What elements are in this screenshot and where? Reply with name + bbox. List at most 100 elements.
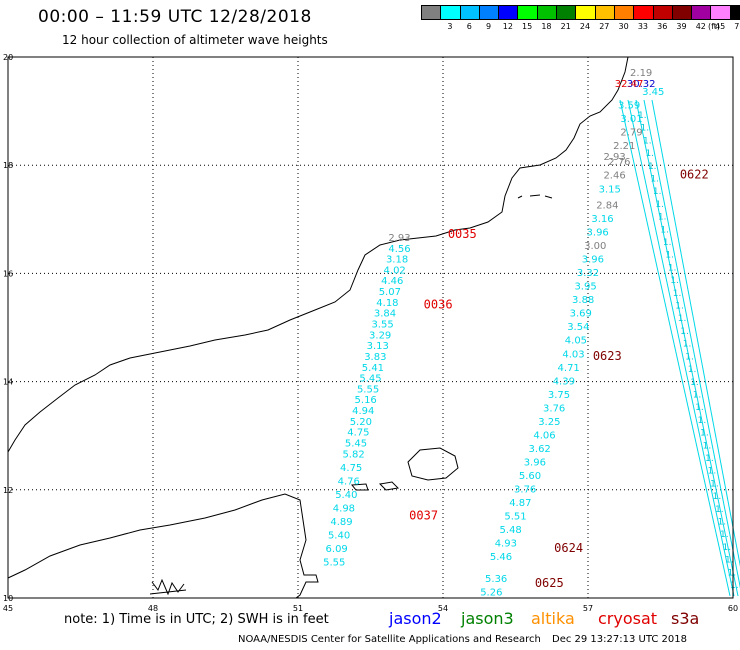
scale-label: 39 (676, 22, 687, 31)
pass-time-label: 0624 (554, 541, 583, 555)
coastline (7, 56, 629, 599)
swh-value: 3.96 (582, 255, 604, 266)
swath-marker: 1. (690, 378, 699, 388)
swh-value: 4.94 (352, 406, 374, 417)
pass-time-label: 0037 (409, 509, 438, 523)
scale-label: 12 (502, 22, 513, 31)
scale-cell: 42 (691, 5, 711, 31)
scale-label: 15 (522, 22, 533, 31)
swh-value: 4.03 (562, 349, 584, 360)
swath-marker: 1. (710, 479, 719, 489)
scale-swatch (498, 5, 518, 20)
swh-value: 3.13 (367, 341, 389, 352)
swath-track (619, 99, 731, 597)
scale-cell: 36 (652, 5, 672, 31)
swath-marker: 1. (703, 441, 712, 451)
swath-track (635, 99, 739, 597)
swh-value: 5.40 (328, 530, 350, 541)
scale-label: 27 (599, 22, 610, 31)
swh-value: 3.69 (570, 309, 592, 320)
kuria-muria-islands (517, 194, 553, 199)
color-scale-unit: (ft) (708, 22, 721, 31)
swath-track (627, 99, 735, 597)
swath-marker: 1. (650, 175, 659, 185)
scale-cell: 45 (710, 5, 730, 31)
swath-marker: 1. (715, 505, 724, 515)
scale-swatch (478, 5, 499, 20)
border-marks (149, 578, 187, 596)
swh-value: 4.75 (347, 428, 369, 439)
map-grid (8, 57, 733, 598)
scale-cell: 12 (498, 5, 518, 31)
map-frame (7, 56, 734, 599)
swh-value: 5.41 (362, 363, 384, 374)
swh-value: 5.55 (323, 558, 345, 569)
swh-value: 4.98 (333, 503, 355, 514)
swh-value: 3.59 (618, 100, 640, 111)
swh-value: 2.93 (388, 233, 410, 244)
swath-marker: 1. (675, 302, 684, 312)
swh-value: 3.84 (374, 309, 396, 320)
map-title: 00:00 – 11:59 UTC 12/28/2018 (38, 7, 312, 27)
swath-marker: 1. (660, 225, 669, 235)
scale-label: 70 (734, 22, 740, 31)
scale-cell: 6 (459, 5, 479, 31)
lon-tick-label: 51 (293, 604, 303, 613)
swh-value: 2.84 (596, 200, 618, 211)
scale-label: 45 (715, 22, 726, 31)
swath-track (651, 99, 740, 568)
swh-value: 3.45 (642, 87, 664, 98)
swath-marker: 1. (665, 251, 674, 261)
scale-swatch (594, 5, 614, 20)
scale-swatch (613, 5, 634, 20)
swh-value: 30.32 (627, 79, 656, 90)
scale-swatch (575, 5, 595, 20)
swh-value: 3.88 (572, 295, 594, 306)
swh-value: 3.01 (620, 114, 642, 125)
pass-time-label: 0623 (593, 349, 622, 363)
swath-marker: 1. (663, 238, 672, 248)
swath-marker: 1. (718, 517, 727, 527)
island-coastline (378, 481, 400, 491)
swh-value: 3.54 (567, 322, 589, 333)
swh-value: 5.26 (480, 587, 502, 598)
scale-cell (421, 5, 441, 31)
swh-value: 5.48 (500, 525, 522, 536)
swh-value: 2.21 (613, 141, 635, 152)
scale-label: 6 (466, 22, 472, 31)
lon-tick-label: 57 (583, 604, 593, 613)
swath-marker: 1. (640, 124, 649, 134)
swath-marker: 1. (693, 390, 702, 400)
scale-swatch (556, 5, 576, 20)
swath-marker: 1. (645, 149, 654, 159)
color-scale-legend: 36912151821242730333639424570 (421, 5, 740, 31)
swh-value: 2.79 (620, 127, 642, 138)
somalia-coastline (7, 493, 319, 599)
swh-value: 5.20 (350, 417, 372, 428)
swh-value: 3.18 (386, 255, 408, 266)
swh-value: 5.60 (519, 471, 541, 482)
swath-marker: 1. (723, 543, 732, 553)
scale-swatch (517, 5, 537, 20)
pass-labels: 0035003600370622062306240625015401540 (409, 168, 709, 590)
swath-marker: 1. (730, 581, 739, 591)
satellite-legend-jason3: jason3 (461, 609, 514, 628)
swh-value: 6.09 (326, 544, 348, 555)
footnote: note: 1) Time is in UTC; 2) SWH is in fe… (64, 612, 329, 627)
swh-value: 2.76 (608, 157, 630, 168)
scale-cell: 18 (536, 5, 557, 31)
scale-label: 33 (637, 22, 648, 31)
swh-value: 3.76 (543, 403, 565, 414)
swath-marker: 1. (643, 136, 652, 146)
swh-value: 4.87 (509, 498, 531, 509)
swh-value: 3.55 (371, 320, 393, 331)
swath-marker: 1. (670, 276, 679, 286)
swath-marker: 1. (688, 365, 697, 375)
swh-value: 4.89 (330, 517, 352, 528)
swath-marker: 1. (673, 289, 682, 299)
satellite-legend-altika: altika (531, 609, 575, 628)
satellite-legend-s3a: s3a (671, 609, 700, 628)
swath-marker: 1. (720, 530, 729, 540)
pass-time-label: 0625 (535, 576, 564, 590)
swath-marker: 1. (698, 416, 707, 426)
